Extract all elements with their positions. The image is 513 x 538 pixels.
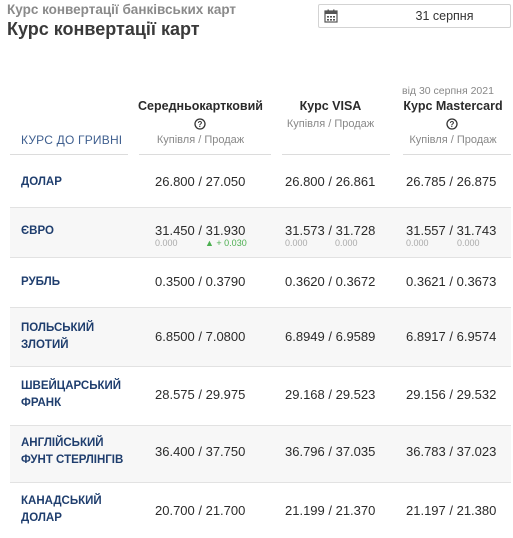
rate-mastercard: 0.3621 / 0.3673 xyxy=(406,274,497,289)
help-icon[interactable]: ? xyxy=(446,118,458,130)
page-supertitle: Курс конвертації банківських карт xyxy=(7,2,237,17)
currency-name: ПОЛЬСЬКИЙ ЗЛОТИЙ xyxy=(21,320,94,354)
rate-mastercard: 21.197 / 21.380 xyxy=(406,503,497,518)
header-divider xyxy=(139,154,271,155)
rate-change-sell: 0.000 xyxy=(335,238,358,248)
rate-mastercard: 26.785 / 26.875 xyxy=(406,174,497,189)
row-header-label: КУРС ДО ГРИВНІ xyxy=(21,133,123,147)
col-header-mastercard: Курс Mastercard xyxy=(403,99,503,113)
col-sub-visa: Купівля / Продаж xyxy=(286,118,375,130)
rate-visa: 36.796 / 37.035 xyxy=(285,444,376,459)
table-row: РУБЛЬ 0.3500 / 0.3790 0.3620 / 0.3672 0.… xyxy=(10,258,511,308)
page-title: Курс конвертації карт xyxy=(7,19,200,39)
table-row: ДОЛАР 26.800 / 27.050 26.800 / 26.861 26… xyxy=(10,158,511,208)
currency-name: РУБЛЬ xyxy=(21,276,60,288)
date-picker[interactable]: 31 серпня xyxy=(318,4,511,28)
rate-mastercard: 31.557 / 31.743 xyxy=(406,223,497,238)
rate-visa: 31.573 / 31.728 xyxy=(285,223,376,238)
col-sub-mastercard: Купівля / Продаж xyxy=(409,134,497,146)
col-header-visa: Курс VISA xyxy=(299,99,362,113)
rate-mastercard: 6.8917 / 6.9574 xyxy=(406,329,497,344)
currency-name: ЄВРО xyxy=(21,225,54,237)
calendar-icon xyxy=(324,9,338,23)
mastercard-date-note: від 30 серпня 2021 xyxy=(402,85,494,97)
rate-change-buy: 0.000 xyxy=(285,238,308,248)
currency-name-line1: КАНАДСЬКИЙ xyxy=(21,495,102,507)
rate-visa: 29.168 / 29.523 xyxy=(285,387,376,402)
col-sub-average: Купівля / Продаж xyxy=(156,134,245,146)
currency-name-line2: ФУНТ СТЕРЛІНГІВ xyxy=(21,454,124,466)
rate-visa: 6.8949 / 6.9589 xyxy=(285,329,376,344)
svg-text:?: ? xyxy=(450,120,455,129)
currency-name: АНГЛІЙСЬКИЙ ФУНТ СТЕРЛІНГІВ xyxy=(21,435,123,469)
svg-text:?: ? xyxy=(198,120,203,129)
currency-name: ДОЛАР xyxy=(21,176,62,188)
col-header-average: Середньокартковий xyxy=(138,99,263,113)
header-divider xyxy=(10,154,128,155)
rate-change-buy: 0.000 xyxy=(406,238,429,248)
header-divider xyxy=(403,154,511,155)
currency-name-line2: ЗЛОТИЙ xyxy=(21,339,69,351)
rate-average: 28.575 / 29.975 xyxy=(155,387,246,402)
help-icon[interactable]: ? xyxy=(194,118,206,130)
rate-change-sell-value: + 0.030 xyxy=(216,238,247,248)
rate-visa: 0.3620 / 0.3672 xyxy=(285,274,376,289)
rate-change-sell: 0.000 xyxy=(457,238,480,248)
currency-name-line1: ПОЛЬСЬКИЙ xyxy=(21,322,95,334)
rate-average: 36.400 / 37.750 xyxy=(155,444,246,459)
rate-visa: 26.800 / 26.861 xyxy=(285,174,376,189)
table-row: АНГЛІЙСЬКИЙ ФУНТ СТЕРЛІНГІВ 36.400 / 37.7… xyxy=(10,426,511,483)
currency-name: КАНАДСЬКИЙ ДОЛАР xyxy=(21,493,102,527)
header-divider xyxy=(282,154,390,155)
rate-mastercard: 29.156 / 29.532 xyxy=(406,387,497,402)
rate-mastercard: 36.783 / 37.023 xyxy=(406,444,497,459)
currency-name-line2: ФРАНК xyxy=(21,397,62,409)
table-row: ЄВРО 31.450 / 31.930 0.000 ▲ + 0.030 31.… xyxy=(10,208,511,258)
currency-name-line1: ШВЕЙЦАРСЬКИЙ xyxy=(21,380,122,392)
rate-average: 20.700 / 21.700 xyxy=(155,503,246,518)
currency-name-line2: ДОЛАР xyxy=(21,512,62,524)
rate-average: 31.450 / 31.930 xyxy=(155,223,246,238)
table-row: ПОЛЬСЬКИЙ ЗЛОТИЙ 6.8500 / 7.0800 6.8949 /… xyxy=(10,308,511,367)
rate-average: 6.8500 / 7.0800 xyxy=(155,329,246,344)
currency-name: ШВЕЙЦАРСЬКИЙ ФРАНК xyxy=(21,378,121,412)
rate-change-buy: 0.000 xyxy=(155,238,178,248)
rate-average: 26.800 / 27.050 xyxy=(155,174,246,189)
rate-visa: 21.199 / 21.370 xyxy=(285,503,376,518)
rate-average: 0.3500 / 0.3790 xyxy=(155,274,246,289)
table-row: ШВЕЙЦАРСЬКИЙ ФРАНК 28.575 / 29.975 29.168… xyxy=(10,367,511,426)
currency-name-line1: АНГЛІЙСЬКИЙ xyxy=(21,437,104,449)
rate-change-sell: ▲ + 0.030 xyxy=(205,238,247,248)
date-value: 31 серпня xyxy=(415,9,474,23)
table-row: КАНАДСЬКИЙ ДОЛАР 20.700 / 21.700 21.199 /… xyxy=(10,483,511,538)
